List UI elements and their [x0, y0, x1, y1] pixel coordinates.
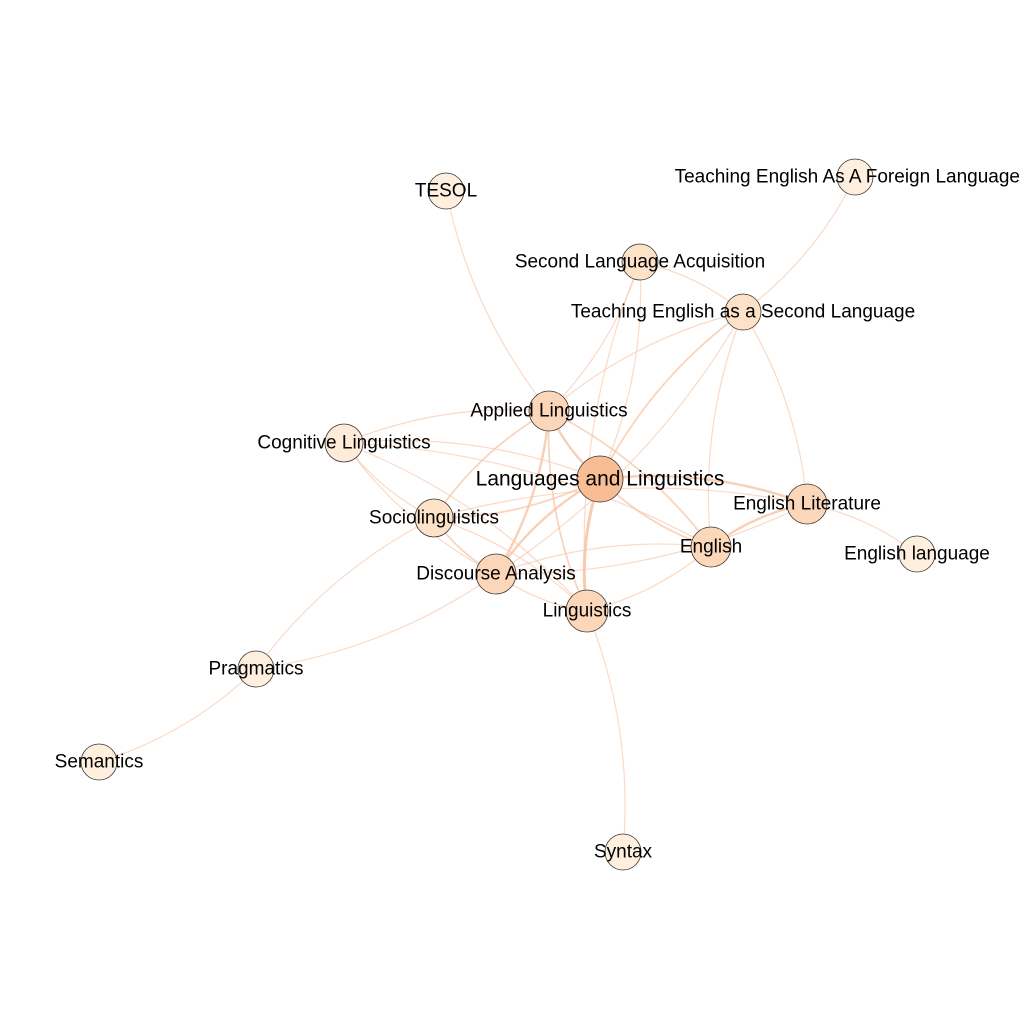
edge-linguistics-socio: [433, 517, 588, 612]
node-label-tefl: Teaching English As A Foreign Language: [675, 167, 1020, 188]
edge-discourse-tesl: [495, 311, 744, 575]
edge-languages-cognitive: [343, 439, 601, 480]
edge-applied-cognitive: [343, 408, 550, 444]
node-pragmatics[interactable]: [237, 650, 275, 688]
edge-english_lit-discourse: [495, 503, 808, 575]
node-applied[interactable]: [528, 390, 570, 432]
edge-applied-tesol: [445, 190, 550, 412]
node-layer: [80, 158, 936, 871]
edge-english-cognitive: [343, 442, 712, 548]
node-semantics[interactable]: [80, 743, 118, 781]
edge-english-discourse: [495, 543, 712, 575]
edge-english-tesl: [707, 311, 744, 548]
node-english_lit[interactable]: [786, 483, 828, 525]
node-label-tesol: TESOL: [415, 181, 477, 202]
node-languages[interactable]: [576, 455, 624, 503]
edge-applied-socio: [433, 410, 550, 519]
node-english[interactable]: [690, 526, 732, 568]
node-tesl[interactable]: [724, 293, 762, 331]
node-label-linguistics: Linguistics: [543, 601, 632, 622]
edge-linguistics-syntax: [586, 610, 626, 853]
node-syntax[interactable]: [604, 833, 642, 871]
node-label-english: English: [680, 537, 742, 558]
edge-linguistics-sla: [583, 261, 641, 612]
node-cognitive[interactable]: [324, 423, 364, 463]
edge-applied-sla: [548, 261, 641, 412]
edge-applied-tesl: [548, 311, 744, 412]
edge-applied-english: [548, 410, 712, 548]
node-label-discourse: Discourse Analysis: [416, 564, 575, 585]
edge-pragmatics-semantics: [98, 668, 257, 763]
node-label-pragmatics: Pragmatics: [208, 659, 303, 680]
node-label-sla: Second Language Acquisition: [515, 252, 765, 273]
node-linguistics[interactable]: [565, 589, 609, 633]
edge-languages-tesl: [599, 311, 744, 480]
node-sla[interactable]: [621, 243, 659, 281]
label-layer: Languages and Linguistics Applied Linguis…: [55, 167, 1020, 863]
node-label-tesl: Teaching English as a Second Language: [571, 302, 915, 323]
node-label-syntax: Syntax: [594, 842, 653, 863]
node-tesol[interactable]: [427, 172, 465, 210]
node-tefl[interactable]: [836, 158, 874, 196]
edge-languages-sla: [599, 261, 642, 480]
node-label-cognitive: Cognitive Linguistics: [257, 433, 430, 454]
node-label-languages: Languages and Linguistics: [476, 468, 725, 491]
node-label-english_lit: English Literature: [733, 494, 881, 515]
node-socio[interactable]: [414, 498, 454, 538]
node-label-semantics: Semantics: [55, 752, 144, 773]
edge-discourse-cognitive: [343, 442, 497, 575]
edge-linguistics-cognitive: [343, 442, 588, 612]
edge-socio-pragmatics: [255, 517, 435, 670]
edge-english_lit-tesl: [742, 311, 808, 505]
node-label-applied: Applied Linguistics: [470, 401, 627, 422]
edge-applied-discourse: [494, 409, 551, 576]
edge-languages-english_lit: [598, 474, 809, 506]
edge-applied-linguistics: [547, 410, 588, 612]
node-label-socio: Sociolinguistics: [369, 508, 499, 529]
node-discourse[interactable]: [475, 553, 517, 595]
node-english_lang[interactable]: [898, 535, 936, 573]
node-label-english_lang: English language: [844, 544, 990, 565]
edge-tesl-tefl: [742, 176, 856, 313]
edge-discourse-pragmatics: [255, 573, 497, 670]
